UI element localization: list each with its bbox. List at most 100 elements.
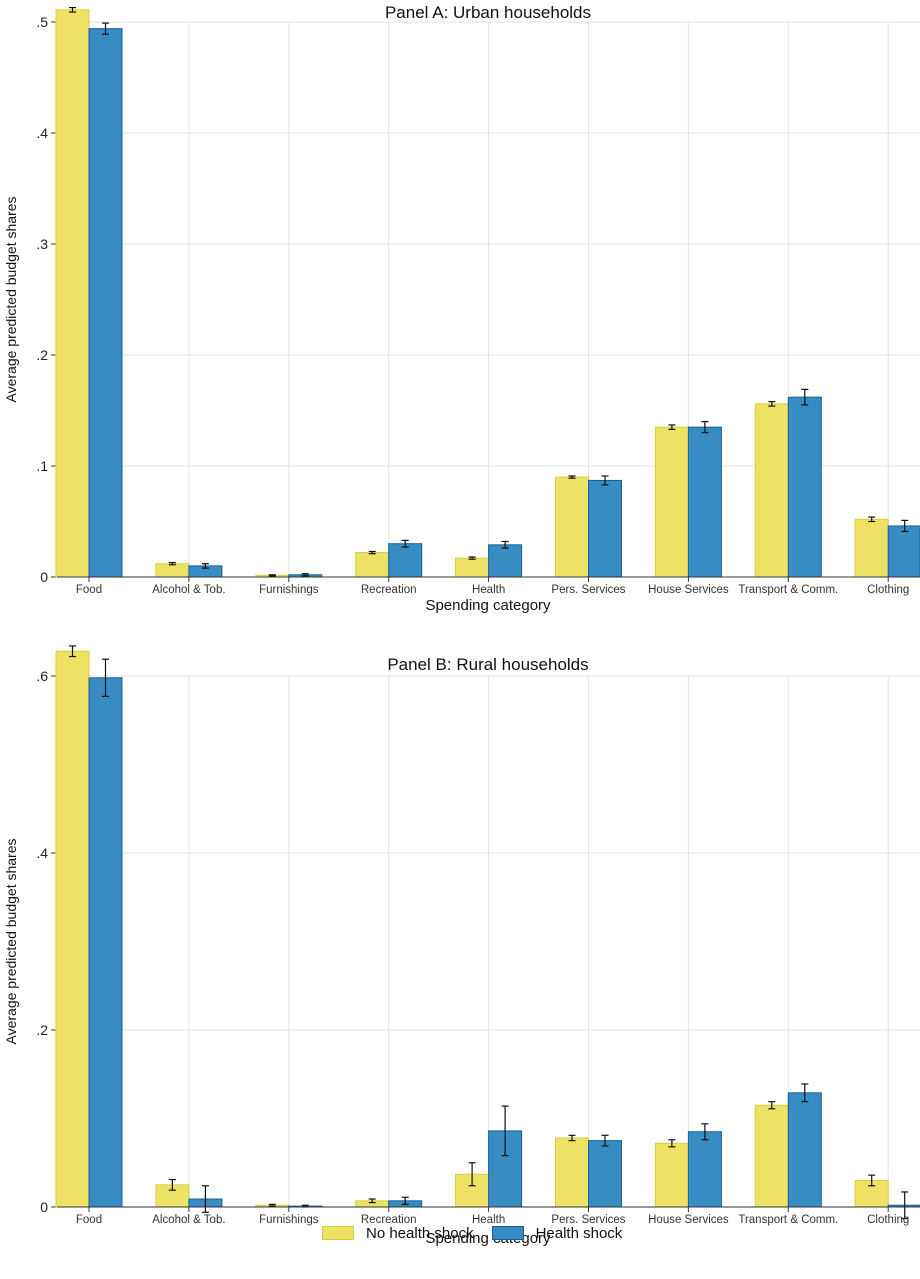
ytick-label-a-0: 0: [40, 569, 48, 585]
ytick-label-b-3: .6: [36, 668, 48, 684]
errorbar-a-health-shock-pers-services: [601, 475, 609, 486]
errorbar-b-health-shock-clothing: [901, 1191, 909, 1220]
bar-a-no-health-shock-alcohol-tob: [155, 563, 190, 578]
bar-a-no-health-shock-transport-comm: [754, 403, 789, 578]
ytick-label-a-2: .2: [36, 347, 48, 363]
errorbar-b-health-shock-pers-services: [601, 1134, 609, 1147]
bar-b-health-shock-food: [88, 677, 123, 1208]
ytick-label-a-5: .5: [36, 14, 48, 30]
errorbar-b-no-health-shock-furnishings: [268, 1203, 276, 1207]
errorbar-b-no-health-shock-recreation: [368, 1198, 376, 1204]
xtick-label-a-transport-comm: Transport & Comm.: [738, 584, 838, 596]
errorbar-a-health-shock-health: [501, 540, 509, 549]
xtick-label-a-food: Food: [76, 584, 102, 596]
errorbar-a-no-health-shock-transport-comm: [768, 401, 776, 407]
errorbar-a-no-health-shock-house-services: [668, 424, 676, 430]
xtick-label-a-house-services: House Services: [648, 584, 729, 596]
ytick-label-a-3: .3: [36, 236, 48, 252]
errorbar-b-no-health-shock-clothing: [868, 1174, 876, 1187]
xtick-label-b-alcohol-tob: Alcohol & Tob.: [152, 1214, 225, 1226]
xtick-label-b-health: Health: [472, 1214, 505, 1226]
x-axis-label-a: Spending category: [425, 597, 551, 614]
xtick-label-a-furnishings: Furnishings: [259, 584, 319, 596]
xtick-label-a-recreation: Recreation: [361, 584, 417, 596]
errorbar-a-health-shock-house-services: [701, 421, 709, 434]
errorbar-b-no-health-shock-pers-services: [568, 1134, 576, 1142]
errorbar-a-health-shock-recreation: [401, 539, 409, 548]
errorbar-b-health-shock-recreation: [401, 1196, 409, 1205]
legend-swatch-health-shock: [491, 1226, 524, 1240]
errorbar-a-no-health-shock-health: [468, 556, 476, 560]
errorbar-a-no-health-shock-furnishings: [268, 574, 276, 577]
errorbar-a-no-health-shock-recreation: [368, 550, 376, 555]
xtick-label-a-pers-services: Pers. Services: [551, 584, 625, 596]
xtick-label-b-food: Food: [76, 1214, 102, 1226]
ytick-label-b-1: .2: [36, 1022, 48, 1038]
xtick-label-a-clothing: Clothing: [867, 584, 909, 596]
bar-a-health-shock-food: [88, 28, 123, 578]
ytick-label-a-4: .4: [36, 125, 48, 141]
bar-a-no-health-shock-pers-services: [555, 476, 589, 578]
errorbar-a-health-shock-alcohol-tob: [201, 563, 209, 569]
legend-swatch-no-health-shock: [322, 1226, 354, 1240]
errorbar-b-no-health-shock-alcohol-tob: [168, 1178, 176, 1191]
bar-a-no-health-shock-clothing: [854, 518, 889, 578]
bar-b-health-shock-house-services: [687, 1131, 722, 1208]
y-axis-label-a: Average predicted budget shares: [3, 197, 19, 403]
errorbar-b-no-health-shock-health: [468, 1162, 476, 1187]
errorbar-a-health-shock-clothing: [901, 519, 909, 533]
errorbar-b-no-health-shock-transport-comm: [768, 1101, 776, 1110]
ytick-label-a-1: .1: [36, 458, 48, 474]
bar-a-no-health-shock-recreation: [355, 552, 390, 578]
errorbar-a-health-shock-furnishings: [301, 573, 309, 577]
errorbar-a-no-health-shock-clothing: [868, 516, 876, 523]
legend: No health shock Health shock: [322, 1222, 640, 1244]
errorbar-b-health-shock-house-services: [701, 1123, 709, 1141]
legend-label-no-health-shock: No health shock: [366, 1224, 474, 1242]
errorbar-a-no-health-shock-pers-services: [568, 475, 576, 479]
y-axis-label-b: Average predicted budget shares: [3, 839, 19, 1045]
legend-item-no-health-shock: No health shock: [322, 1225, 474, 1242]
errorbar-a-health-shock-food: [102, 22, 109, 35]
bar-b-no-health-shock-house-services: [654, 1142, 689, 1208]
bar-a-health-shock-recreation: [388, 543, 423, 578]
bar-a-health-shock-house-services: [687, 426, 722, 578]
bar-a-no-health-shock-food: [55, 9, 90, 578]
ytick-label-b-2: .4: [36, 845, 48, 861]
bar-b-no-health-shock-transport-comm: [754, 1104, 789, 1208]
panel-a: 0 .1 .2 .3 .4 .5 Food Alcohol & Tob. Furnishings…: [3, 3, 920, 614]
panel-title-a: Panel A: Urban households: [385, 3, 591, 22]
xtick-label-b-house-services: House Services: [648, 1214, 729, 1226]
xtick-label-b-pers-services: Pers. Services: [551, 1214, 625, 1226]
errorbar-b-no-health-shock-house-services: [668, 1139, 676, 1148]
xtick-label-b-clothing: Clothing: [867, 1214, 909, 1226]
errorbar-b-health-shock-health: [501, 1105, 509, 1157]
xtick-label-a-health: Health: [472, 584, 505, 596]
xtick-label-b-recreation: Recreation: [361, 1214, 417, 1226]
ytick-label-b-0: 0: [40, 1199, 48, 1215]
bar-a-no-health-shock-health: [455, 557, 490, 578]
errorbar-b-health-shock-food: [102, 658, 109, 697]
errorbar-a-health-shock-transport-comm: [801, 388, 809, 406]
bar-b-health-shock-transport-comm: [787, 1092, 822, 1208]
xtick-label-b-furnishings: Furnishings: [259, 1214, 319, 1226]
xtick-label-a-alcohol-tob: Alcohol & Tob.: [152, 584, 225, 596]
bar-b-no-health-shock-food: [55, 650, 90, 1208]
bar-a-health-shock-transport-comm: [787, 396, 822, 578]
bar-a-no-health-shock-house-services: [654, 426, 689, 578]
errorbar-b-health-shock-transport-comm: [801, 1083, 809, 1103]
panel-title-b: Panel B: Rural households: [387, 655, 588, 674]
errorbar-a-no-health-shock-alcohol-tob: [168, 561, 176, 566]
bar-b-health-shock-pers-services: [588, 1140, 622, 1208]
errorbar-a-no-health-shock-food: [69, 6, 76, 13]
bar-b-no-health-shock-pers-services: [555, 1137, 589, 1208]
errorbar-b-no-health-shock-food: [69, 645, 76, 658]
errorbar-b-health-shock-alcohol-tob: [201, 1185, 209, 1213]
xtick-label-b-transport-comm: Transport & Comm.: [738, 1214, 838, 1226]
bar-a-health-shock-health: [488, 544, 523, 578]
legend-item-health-shock: Health shock: [491, 1225, 622, 1242]
bar-a-health-shock-pers-services: [588, 479, 622, 578]
bar-a-health-shock-clothing: [887, 525, 920, 578]
panel-b: 0 .2 .4 .6 Food Alcohol & Tob. Furnishings Recr…: [3, 645, 920, 1247]
